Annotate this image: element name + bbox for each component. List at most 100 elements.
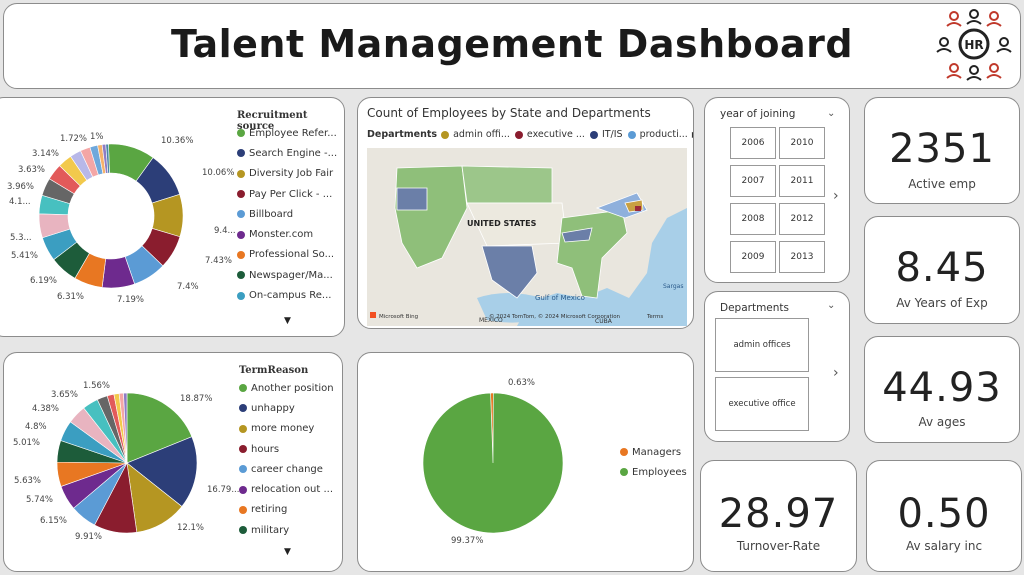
legend-dot-icon	[237, 230, 245, 239]
year-2009[interactable]: 2009	[730, 241, 776, 273]
managers-legend-item-0[interactable]: Managers	[620, 442, 687, 462]
kpi-active-card: 2351 Active emp	[864, 97, 1020, 204]
rec-label-0: 10.36%	[161, 136, 194, 146]
us-map[interactable]: UNITED STATES Gulf of Mexico MEXICO CUBA…	[367, 148, 687, 326]
recruitment-legend-item-5[interactable]: Monster.com	[237, 224, 337, 244]
dept-executive-office[interactable]: executive office	[715, 377, 809, 431]
term-legend-item-1[interactable]: unhappy	[239, 398, 334, 418]
term-legend-label-7: military	[251, 524, 290, 536]
legend-dot-icon	[239, 465, 247, 474]
kpi-salary-label: Av salary inc	[905, 539, 983, 553]
page-title: Talent Management Dashboard	[170, 22, 854, 66]
rec-label-11: 3.96%	[7, 182, 35, 192]
term-legend-item-6[interactable]: retiring	[239, 500, 334, 520]
map-sargasso-label: Sargas	[663, 283, 683, 290]
recruitment-legend-item-3[interactable]: Pay Per Click - ...	[237, 184, 337, 204]
year-2006[interactable]: 2006	[730, 127, 776, 159]
year-2012[interactable]: 2012	[779, 203, 825, 235]
recruitment-slice-19[interactable]	[105, 143, 110, 174]
legend-dot-icon	[620, 448, 628, 457]
recruitment-legend-item-6[interactable]: Professional So...	[237, 245, 337, 265]
term-legend-label-3: hours	[251, 443, 280, 455]
term-slice-0[interactable]	[126, 392, 193, 464]
recruitment-legend-item-1[interactable]: Search Engine -...	[237, 143, 337, 163]
dept-slicer-dropdown-icon[interactable]: ⌄	[827, 300, 836, 311]
year-2008[interactable]: 2008	[730, 203, 776, 235]
legend-dot-icon	[239, 526, 247, 535]
term-slices	[56, 392, 198, 534]
managers-chart-card: 0.63% 99.37% Managers Employees	[357, 352, 694, 572]
state-ri	[635, 206, 641, 211]
rec-label-12: 3.63%	[18, 165, 46, 175]
term-label-10: 3.65%	[51, 390, 79, 400]
term-legend-title: TermReason	[239, 365, 309, 376]
legend-dot-icon	[237, 190, 245, 199]
year-slicer-dropdown-icon[interactable]: ⌄	[827, 108, 836, 119]
header-card: Talent Management Dashboard HR	[3, 3, 1021, 89]
recruitment-legend-item-0[interactable]: Employee Refer...	[237, 123, 337, 143]
recruitment-donut-chart[interactable]	[0, 98, 345, 337]
managers-legend-label-0: Managers	[632, 446, 682, 458]
recruitment-legend-item-7[interactable]: Newspager/Ma...	[237, 265, 337, 285]
term-legend-item-2[interactable]: more money	[239, 419, 334, 439]
managers-legend-item-1[interactable]: Employees	[620, 462, 687, 482]
recruitment-legend-label-6: Professional So...	[249, 249, 335, 261]
rec-label-9: 5.3...	[10, 233, 32, 243]
kpi-ages-card: 44.93 Av ages	[864, 336, 1020, 443]
year-2011[interactable]: 2011	[779, 165, 825, 197]
year-2010[interactable]: 2010	[779, 127, 825, 159]
dept-slicer-next-icon[interactable]: ›	[833, 365, 839, 381]
managers-slices	[422, 392, 564, 534]
term-label-5: 5.74%	[26, 495, 54, 505]
managers-legend-label-1: Employees	[632, 466, 687, 478]
term-scroll-down-icon[interactable]: ▼	[284, 547, 291, 557]
recruitment-legend-label-1: Search Engine -...	[249, 147, 338, 159]
recruitment-legend-label-0: Employee Refer...	[249, 127, 337, 139]
term-legend: Another position unhappy more money hours ca…	[239, 378, 334, 540]
recruitment-legend-item-4[interactable]: Billboard	[237, 204, 337, 224]
recruitment-legend-label-3: Pay Per Click - ...	[249, 188, 333, 200]
rec-label-14: 1.72%	[60, 134, 88, 144]
legend-dot-icon	[620, 468, 628, 477]
legend-dot-icon	[441, 130, 450, 139]
term-label-3: 9.91%	[75, 532, 103, 542]
legend-dot-icon	[237, 291, 245, 300]
managers-slice-1[interactable]	[422, 392, 564, 534]
map-legend-item-3[interactable]: producti...	[627, 129, 688, 140]
map-legend-item-0[interactable]: admin offi...	[441, 129, 510, 140]
term-slice-15[interactable]	[123, 392, 128, 464]
term-label-7: 5.01%	[13, 438, 41, 448]
term-legend-item-5[interactable]: relocation out ...	[239, 479, 334, 499]
kpi-turnover-label: Turnover-Rate	[736, 539, 821, 553]
term-legend-item-7[interactable]: military	[239, 520, 334, 540]
year-2013[interactable]: 2013	[779, 241, 825, 273]
legend-dot-icon	[239, 445, 247, 454]
year-slicer-next-icon[interactable]: ›	[833, 188, 839, 204]
legend-next-icon[interactable]: ▶	[692, 130, 693, 139]
managers-pie-chart[interactable]	[358, 353, 694, 572]
term-chart-card: 18.87% 16.79... 12.1% 9.91% 6.15% 5.74% …	[3, 352, 343, 572]
term-label-0: 18.87%	[180, 394, 213, 404]
scroll-down-icon[interactable]: ▼	[284, 316, 291, 326]
term-slice-1[interactable]	[126, 436, 198, 507]
map-legend-label-3: producti...	[639, 129, 688, 140]
term-pie-chart[interactable]	[4, 353, 343, 572]
dept-admin-offices[interactable]: admin offices	[715, 318, 809, 372]
term-label-8: 4.8%	[25, 422, 47, 432]
term-legend-item-4[interactable]: career change	[239, 459, 334, 479]
recruitment-legend-item-2[interactable]: Diversity Job Fair	[237, 164, 337, 184]
legend-dot-icon	[627, 130, 636, 139]
year-2007[interactable]: 2007	[730, 165, 776, 197]
state-kentucky	[561, 227, 593, 243]
state-northeast	[595, 192, 648, 219]
term-legend-item-3[interactable]: hours	[239, 439, 334, 459]
dept-slicer-card: Departments ⌄ admin offices executive of…	[704, 291, 850, 442]
term-legend-item-0[interactable]: Another position	[239, 378, 334, 398]
legend-dot-icon	[239, 404, 247, 413]
kpi-turnover-card: 28.97 Turnover-Rate	[700, 460, 857, 572]
map-legend-item-1[interactable]: executive ...	[514, 129, 585, 140]
kpi-years-value: 8.45	[895, 245, 989, 291]
map-legend-item-2[interactable]: IT/IS	[589, 129, 623, 140]
term-label-9: 4.38%	[32, 404, 60, 414]
recruitment-legend-item-8[interactable]: On-campus Re...	[237, 285, 337, 305]
